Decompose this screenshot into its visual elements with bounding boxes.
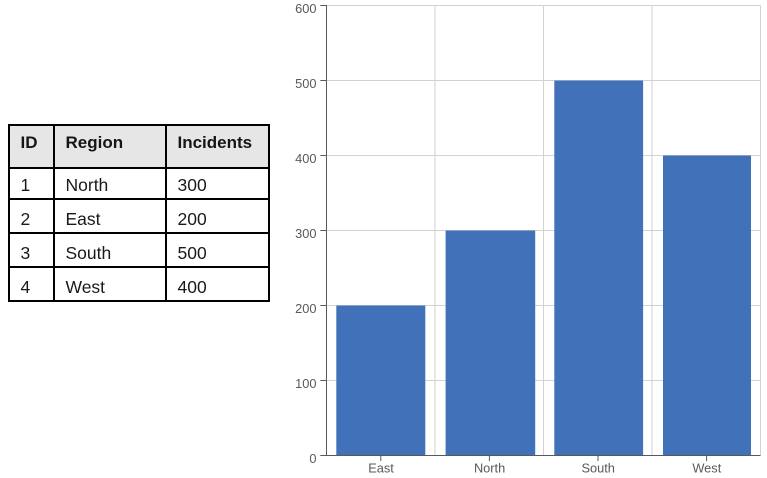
svg-text:0: 0 bbox=[309, 451, 316, 466]
svg-text:East: East bbox=[368, 461, 394, 476]
svg-text:500: 500 bbox=[295, 76, 316, 91]
svg-text:200: 200 bbox=[295, 301, 316, 316]
svg-text:100: 100 bbox=[295, 376, 316, 391]
svg-text:West: West bbox=[692, 461, 721, 476]
svg-text:400: 400 bbox=[295, 151, 316, 166]
svg-text:300: 300 bbox=[295, 226, 316, 241]
svg-text:North: North bbox=[474, 461, 505, 476]
svg-text:600: 600 bbox=[295, 1, 316, 16]
svg-text:South: South bbox=[581, 461, 614, 476]
